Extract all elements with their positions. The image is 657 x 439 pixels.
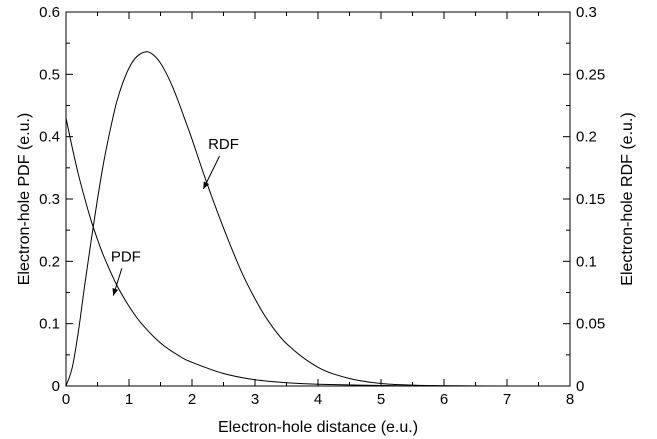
y-left-tick-label: 0.4 xyxy=(39,129,60,146)
annotation-label-rdf: RDF xyxy=(208,136,239,153)
annotation-arrowhead-rdf xyxy=(203,181,210,190)
x-tick-label: 4 xyxy=(314,391,322,408)
x-tick-label: 0 xyxy=(62,391,70,408)
y-right-tick-label: 0.15 xyxy=(576,191,605,208)
series-layer xyxy=(65,51,571,387)
y-right-tick-label: 0 xyxy=(576,378,584,395)
y-left-tick-label: 0 xyxy=(52,378,60,395)
x-tick-label: 2 xyxy=(188,391,196,408)
series-line-pdf xyxy=(65,117,571,387)
y-left-tick-label: 0.6 xyxy=(39,4,60,21)
y-right-tick-label: 0.05 xyxy=(576,316,605,333)
axis-ticks xyxy=(65,11,571,387)
plot-frame xyxy=(65,11,571,387)
y-left-tick-label: 0.1 xyxy=(39,316,60,333)
annotation-arrowhead-pdf xyxy=(112,288,119,296)
x-axis-title: Electron-hole distance (e.u.) xyxy=(218,419,418,436)
y-right-tick-label: 0.3 xyxy=(576,4,597,21)
y-axis-right-title: Electron-hole RDF (e.u.) xyxy=(619,112,636,285)
annotation-layer: RDF PDF xyxy=(111,136,239,296)
x-tick-label: 5 xyxy=(377,391,385,408)
annotation-label-pdf: PDF xyxy=(111,248,141,265)
y-right-tick-label: 0.25 xyxy=(576,66,605,83)
y-right-tick-label: 0.1 xyxy=(576,253,597,270)
x-tick-label: 7 xyxy=(503,391,511,408)
tick-labels: 0 1 2 3 4 5 6 7 800.10.20.30.40.50.600.050.10.15… xyxy=(39,4,605,408)
y-left-tick-label: 0.5 xyxy=(39,66,60,83)
x-tick-label: 3 xyxy=(251,391,259,408)
y-left-tick-label: 0.3 xyxy=(39,191,60,208)
x-tick-label: 1 xyxy=(125,391,133,408)
series-line-rdf xyxy=(65,51,571,387)
y-left-tick-label: 0.2 xyxy=(39,253,60,270)
x-tick-label: 6 xyxy=(440,391,448,408)
y-right-tick-label: 0.2 xyxy=(576,129,597,146)
y-axis-left-title: Electron-hole PDF (e.u.) xyxy=(16,113,33,286)
x-tick-label: 8 xyxy=(566,391,574,408)
